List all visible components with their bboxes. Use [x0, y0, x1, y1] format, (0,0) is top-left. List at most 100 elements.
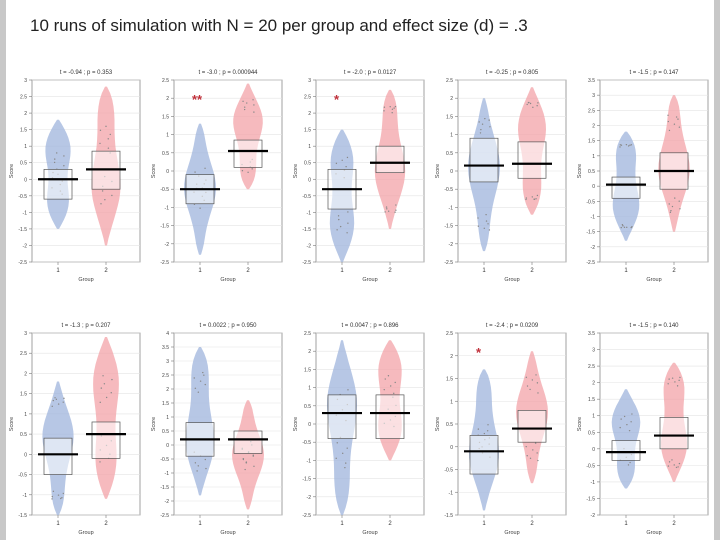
violin-chart-10: -2 -1.5 -1 -0.5 0 0.5 1 1.5 2 2.5 3 3.5 t = -1.5 ; p…	[577, 323, 709, 536]
data-point	[241, 170, 244, 172]
violin-chart-3: -2.5 -2 -1.5 -1 -0.5 0 0.5 1 1.5 2 2.5 3 t = -2.0 ; …	[293, 70, 425, 283]
y-tick-label: 3.5	[162, 345, 169, 351]
y-tick-label: 2	[450, 96, 453, 102]
y-tick-label: -1.5	[18, 227, 27, 233]
data-point	[535, 374, 537, 376]
data-point	[527, 101, 530, 104]
box-group-1	[469, 137, 499, 183]
data-point	[480, 128, 482, 131]
y-tick-label: 0.5	[304, 161, 311, 167]
y-tick-label: 1	[166, 415, 169, 421]
data-point	[678, 462, 681, 465]
y-tick-label: -2	[23, 243, 28, 249]
data-point	[387, 375, 390, 377]
data-point	[394, 211, 396, 213]
y-tick-label: 1.5	[446, 114, 453, 120]
data-point	[673, 464, 675, 466]
y-tick-label: -1.5	[160, 485, 169, 491]
data-point	[202, 371, 204, 374]
data-point	[346, 232, 348, 234]
data-point	[667, 120, 670, 123]
data-point	[391, 108, 394, 110]
data-point	[487, 424, 489, 426]
data-point	[194, 387, 197, 389]
box-group-1	[469, 435, 499, 475]
y-tick-label: 2.5	[304, 95, 311, 101]
y-tick-label: 1	[450, 399, 453, 405]
chart-title: t = 0.0047 ; p = 0.896	[341, 323, 399, 329]
data-point	[671, 205, 674, 208]
chart-title: t = -1.5 ; p = 0.147	[629, 70, 679, 76]
x-tick-label: 1	[340, 521, 344, 527]
data-point	[477, 428, 480, 430]
y-axis-label: Score	[9, 164, 15, 178]
data-point	[667, 465, 670, 467]
y-tick-label: -0.5	[444, 468, 453, 474]
x-tick-label: 1	[56, 268, 60, 274]
data-point	[105, 396, 108, 399]
y-tick-label: -1	[449, 490, 454, 496]
data-point	[57, 403, 60, 405]
violin-group-1	[611, 389, 641, 489]
x-axis-label: Group	[220, 277, 235, 283]
data-point	[242, 458, 245, 461]
data-point	[619, 146, 621, 148]
data-point	[61, 497, 63, 499]
violin-group-1	[185, 347, 215, 496]
x-axis-label: Group	[504, 530, 519, 536]
y-tick-label: 1	[308, 386, 311, 392]
data-point	[673, 123, 676, 125]
data-point	[253, 111, 255, 113]
y-tick-label: 0	[450, 169, 453, 175]
data-point	[99, 129, 102, 132]
data-point	[622, 225, 624, 227]
y-tick-label: 2	[308, 111, 311, 117]
data-point	[347, 211, 349, 213]
x-tick-label: 2	[104, 521, 108, 527]
y-tick-label: 1	[450, 133, 453, 139]
data-point	[204, 458, 207, 461]
y-tick-label: 3.5	[588, 78, 595, 84]
data-point	[391, 112, 393, 114]
y-tick-label: 3	[166, 359, 169, 365]
data-point	[53, 161, 56, 164]
y-tick-label: -0.5	[586, 199, 595, 205]
data-point	[529, 388, 531, 391]
data-point	[625, 143, 628, 146]
data-point	[677, 118, 679, 120]
data-point	[109, 133, 111, 136]
data-point	[620, 418, 622, 420]
left-edge-strip	[0, 0, 6, 540]
x-tick-label: 1	[482, 521, 486, 527]
y-axis-label: Score	[293, 164, 299, 178]
y-tick-label: 2.5	[588, 364, 595, 370]
y-tick-label: 3	[24, 78, 27, 84]
data-point	[395, 209, 397, 211]
data-point	[383, 106, 386, 108]
data-point	[537, 102, 539, 104]
data-point	[347, 389, 349, 391]
y-tick-label: -0.5	[586, 463, 595, 469]
data-point	[384, 378, 386, 380]
x-tick-label: 2	[672, 521, 676, 527]
data-point	[110, 391, 112, 394]
y-tick-label: 0	[24, 452, 27, 458]
y-tick-label: -2	[165, 499, 170, 505]
y-tick-label: 0.5	[20, 161, 27, 167]
data-point	[619, 144, 622, 146]
data-point	[394, 105, 397, 108]
data-point	[393, 392, 395, 395]
y-tick-label: 2	[450, 354, 453, 360]
violin-chart-5: -2.5 -2 -1.5 -1 -0.5 0 0.5 1 1.5 2 2.5 3 3.5 t = -1.5…	[577, 70, 709, 283]
box-group-2	[91, 421, 121, 459]
x-tick-label: 1	[624, 268, 628, 274]
data-point	[204, 167, 206, 169]
y-tick-label: 1	[166, 133, 169, 139]
violin-chart-9: -1.5 -1 -0.5 0 0.5 1 1.5 2 2.5 t = -2.4 ; p = 0.0…	[435, 323, 567, 536]
data-point	[488, 229, 491, 231]
chart-title: t = 0.0022 ; p = 0.950	[199, 323, 257, 329]
box-group-2	[233, 430, 263, 454]
x-axis-label: Group	[362, 530, 377, 536]
y-tick-label: -2	[591, 513, 596, 519]
data-point	[671, 459, 673, 461]
